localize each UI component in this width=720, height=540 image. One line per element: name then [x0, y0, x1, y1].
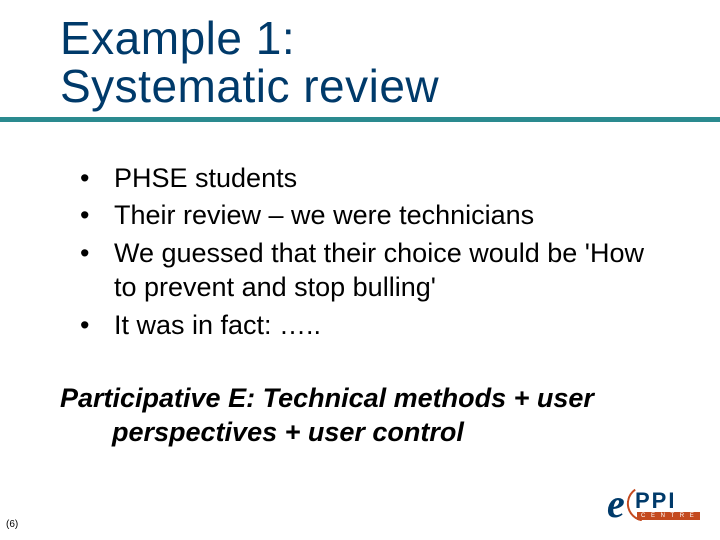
- summary-text: Participative E: Technical methods + use…: [0, 346, 720, 450]
- bullet-text: PHSE students: [114, 163, 297, 193]
- slide: Example 1: Systematic review PHSE studen…: [0, 0, 720, 540]
- summary-line-2: perspectives + user control: [60, 416, 660, 450]
- eppi-logo: e PPI C E N T R E: [607, 486, 702, 526]
- bullet-list: PHSE students Their review – we were tec…: [0, 122, 720, 343]
- bullet-text: Their review – we were technicians: [114, 200, 534, 230]
- bullet-text: It was in fact: …..: [114, 310, 321, 340]
- logo-centre-text: C E N T R E: [637, 512, 700, 520]
- logo-e-letter: e: [607, 480, 625, 527]
- bullet-item: It was in fact: …..: [80, 309, 660, 343]
- title-line-1: Example 1:: [60, 12, 295, 64]
- summary-line-1: Participative E: Technical methods + use…: [60, 383, 594, 413]
- bullet-item: PHSE students: [80, 162, 660, 196]
- title-line-2: Systematic review: [60, 60, 439, 112]
- page-number: (6): [6, 519, 18, 530]
- logo-ppi-text: PPI: [635, 488, 676, 514]
- bullet-item: We guessed that their choice would be 'H…: [80, 237, 660, 305]
- bullet-text: We guessed that their choice would be 'H…: [114, 238, 644, 302]
- bullet-item: Their review – we were technicians: [80, 199, 660, 233]
- slide-title: Example 1: Systematic review: [0, 0, 720, 117]
